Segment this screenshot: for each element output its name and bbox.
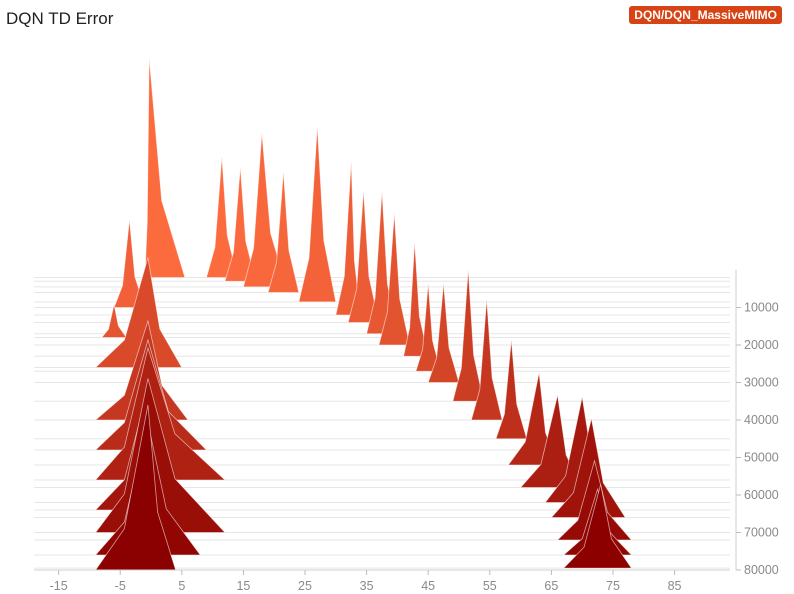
x-tick-label: 35: [360, 579, 374, 593]
x-tick-label: 5: [178, 579, 185, 593]
x-tick-label: 15: [236, 579, 250, 593]
histogram-slice: [427, 283, 460, 383]
step-tick-label: 20000: [744, 338, 779, 352]
histogram-slice: [94, 346, 226, 481]
step-tick-label: 10000: [744, 301, 779, 315]
histogram-slice: [100, 304, 128, 338]
histogram-slice: [470, 298, 503, 421]
histogram-slice: [298, 125, 337, 303]
x-tick-label: 85: [668, 579, 682, 593]
histogram-slice: [94, 257, 183, 368]
histogram-slice: [94, 378, 226, 533]
step-tick-label: 30000: [744, 376, 779, 390]
step-tick-label: 80000: [744, 563, 779, 577]
histogram-slice: [562, 484, 633, 569]
x-tick-label: 25: [298, 579, 312, 593]
x-tick-label: 75: [606, 579, 620, 593]
histogram-slice: [495, 339, 528, 440]
x-tick-label: 45: [421, 579, 435, 593]
histogram-ridges: [94, 57, 633, 571]
step-tick-label: 40000: [744, 413, 779, 427]
histogram-slice: [144, 57, 186, 278]
x-tick-label: -5: [115, 579, 126, 593]
x-tick-label: 65: [544, 579, 558, 593]
histogram-slice: [378, 212, 411, 346]
step-axis: 10000 20000 30000 40000 50000 60000 70000 80000: [735, 270, 779, 577]
histogram-slice: [550, 418, 627, 518]
step-tick-label: 60000: [744, 488, 779, 502]
x-tick-label: -15: [50, 579, 68, 593]
chart-title: DQN TD Error: [6, 9, 114, 28]
histogram-slice: [267, 171, 300, 293]
x-axis: -15 -5 5 15 25 35 45 55 65 75 85: [34, 569, 730, 593]
step-tick-label: 50000: [744, 451, 779, 465]
run-tag-badge[interactable]: DQN/DQN_MassiveMIMO: [629, 6, 782, 24]
x-tick-label: 55: [483, 579, 497, 593]
step-tick-label: 70000: [744, 526, 779, 540]
